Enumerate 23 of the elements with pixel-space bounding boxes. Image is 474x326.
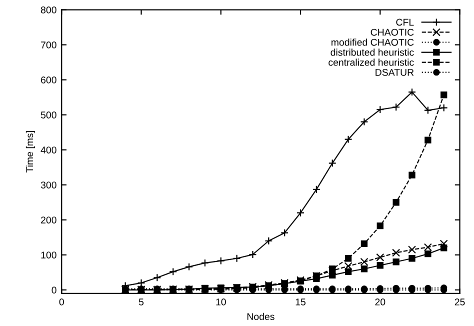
x-tick-label: 5 — [138, 298, 144, 306]
legend-label: centralized heuristic — [328, 58, 414, 66]
x-axis-title: Nodes — [247, 312, 274, 320]
y-tick-label: 300 — [40, 182, 56, 188]
x-tick-label: 15 — [296, 298, 306, 306]
x-tick-label: 0 — [59, 298, 64, 306]
x-tick-label: 25 — [454, 298, 465, 306]
legend-label: distributed heuristic — [330, 48, 414, 56]
legend-label: modified CHAOTIC — [332, 38, 414, 46]
y-tick-label: 100 — [41, 252, 56, 258]
y-tick-label: 800 — [40, 6, 56, 14]
y-tick-label: 400 — [40, 146, 56, 154]
y-tick-label: 0 — [52, 286, 56, 294]
legend-label: DSATUR — [376, 68, 414, 76]
legend-label: CHAOTIC — [370, 28, 414, 36]
y-tick-label: 200 — [41, 216, 56, 224]
y-axis-title: Time [ms] — [26, 131, 35, 173]
y-tick-label: 600 — [41, 76, 56, 84]
x-tick-label: 20 — [375, 298, 386, 306]
legend-label: CFL — [396, 18, 414, 26]
y-tick-label: 500 — [40, 112, 56, 118]
y-tick-label: 700 — [41, 42, 56, 48]
x-tick-label: 10 — [216, 298, 226, 306]
